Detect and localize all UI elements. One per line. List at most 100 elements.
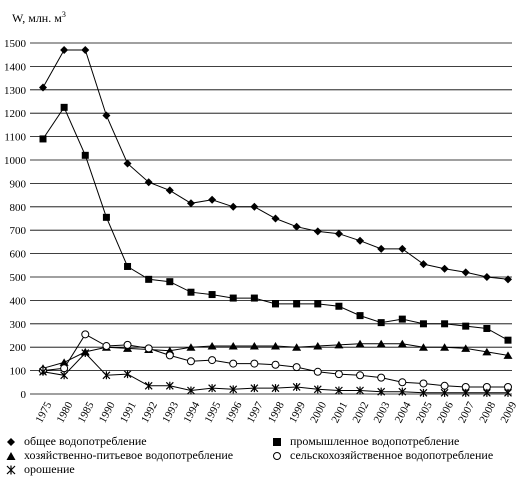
data-point-square [145,275,153,283]
data-point-triangle [376,339,386,348]
x-tick-label: 1985 [76,399,97,424]
data-point-diamond [229,202,238,211]
series-lines [38,46,513,397]
data-point-diamond [123,159,132,168]
data-point-square [504,336,512,344]
data-point-square [398,315,406,323]
y-tick-label: 1100 [4,132,26,144]
data-point-square [377,319,385,327]
data-point-diamond [186,199,195,208]
y-tick-label: 500 [10,272,27,284]
data-point-square [335,302,343,310]
data-point-diamond [461,268,470,277]
data-point-square [441,320,449,328]
data-point-square [102,213,110,221]
y-tick-label: 100 [10,366,27,378]
data-point-square [208,291,216,299]
y-tick-label: 0 [21,389,27,401]
data-point-star [398,387,407,396]
y-tick-label: 1200 [4,108,27,120]
x-tick-label: 1996 [224,399,245,424]
series-line [42,49,509,280]
data-point-triangle [503,351,513,359]
data-point-triangle [249,342,259,350]
x-tick-label: 2002 [350,400,371,425]
series-2 [39,103,512,344]
y-axis-label: W, млн. м3 [12,10,66,25]
y-tick-label: 1000 [4,155,27,167]
data-point-triangle [334,340,344,349]
data-point-circle [292,363,301,372]
data-point-star [440,388,449,397]
data-point-square [272,300,279,308]
data-point-diamond [482,273,491,281]
data-point-square [229,294,237,302]
data-point-square [124,262,132,270]
data-point-circle [102,342,111,351]
data-point-circle [271,360,280,369]
data-point-diamond [271,214,280,223]
data-point-diamond [250,202,259,211]
data-point-diamond [292,222,301,231]
svg-text:W, млн. м3: W, млн. м3 [12,10,66,25]
data-point-circle [186,357,195,366]
data-point-circle [229,359,238,368]
x-tick-label: 1980 [55,399,76,424]
data-point-diamond [334,229,343,238]
data-point-circle [377,373,386,382]
data-point-diamond [440,264,449,273]
x-tick-label: 1997 [245,399,266,425]
x-tick-label: 1975 [33,399,54,424]
data-point-star [102,371,111,380]
x-tick-label: 1998 [266,399,287,424]
x-tick-label: 1993 [160,399,181,424]
data-point-diamond [208,195,217,204]
data-point-diamond [377,244,386,253]
data-point-square [187,288,195,296]
data-point-star [60,371,69,380]
data-point-square [293,300,301,308]
data-point-square [166,278,174,286]
data-point-star [81,349,90,358]
data-point-square [483,324,491,332]
x-tick-label: 2009 [498,399,517,424]
x-tick-label: 2006 [435,399,456,424]
data-point-triangle [397,339,407,348]
data-point-diamond [504,275,512,284]
data-point-circle [440,381,449,390]
y-tick-label: 600 [10,249,27,261]
data-point-triangle [355,339,365,348]
x-tick-label: 1992 [139,400,160,425]
data-point-diamond [102,111,111,120]
x-tick-label: 2003 [372,399,393,424]
series-1 [39,46,512,284]
data-point-square [462,322,470,330]
x-tick-label: 1994 [181,399,202,424]
data-point-star [39,367,47,376]
data-point-circle [123,340,132,349]
data-point-circle [81,330,90,339]
data-point-star [334,386,343,395]
x-tick-label: 1991 [118,400,139,425]
data-point-circle [144,344,153,353]
data-point-star [482,388,491,397]
y-tick-label: 1400 [4,61,27,73]
data-point-star [377,387,386,396]
data-point-star [165,381,174,390]
data-point-square [250,294,258,302]
data-point-diamond [419,260,428,269]
x-tick-label: 1995 [203,399,224,424]
data-point-circle [250,359,259,368]
data-point-diamond [398,244,407,253]
x-tick-label: 1999 [287,399,308,424]
data-point-diamond [81,46,90,55]
data-point-triangle [207,342,217,350]
data-point-circle [398,378,407,387]
y-tick-label: 1500 [4,38,27,50]
data-point-diamond [313,227,322,236]
y-axis-ticks: 0 100 200 300 400 500 600 700 800 900 1000 1100 1200… [4,38,27,401]
y-tick-label: 300 [10,319,27,331]
data-point-star [461,388,470,397]
y-axis-label-superscript: 3 [62,10,66,19]
data-point-triangle [292,343,302,351]
